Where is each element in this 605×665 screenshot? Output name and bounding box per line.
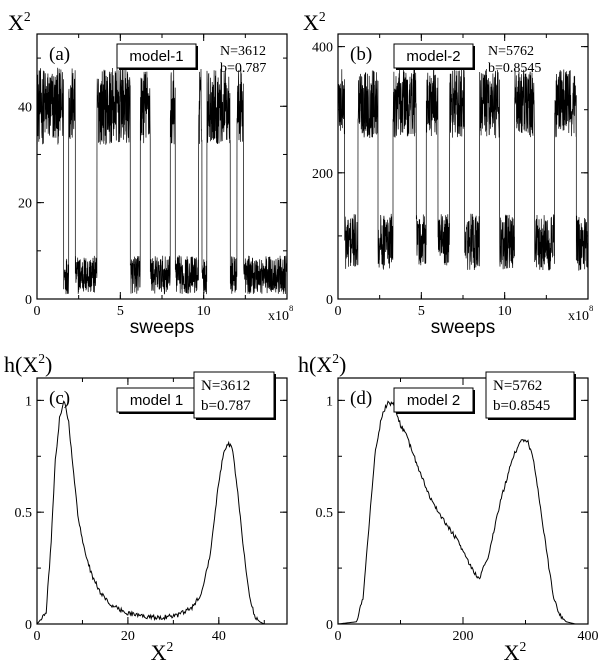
x-multiplier-b: x108	[568, 303, 593, 324]
y-tick-label: 200	[312, 167, 333, 182]
histogram-line	[337, 400, 588, 625]
panel-c: 0 20 40 0 0.5 1 (c) model 1 N=3612 b=0.787	[15, 371, 288, 644]
info-b: b=0.8545	[488, 61, 541, 76]
y-tick-label: 20	[18, 197, 32, 212]
model-box	[116, 43, 197, 69]
panel-d: 0 200 400 0 0.5 1 (d) model 2 N=5762 b=0.8545	[316, 371, 599, 644]
x-tick-label: 200	[453, 629, 474, 644]
info-n: N=3612	[220, 44, 266, 59]
info-b: b=0.787	[201, 398, 251, 414]
model-label: model 2	[407, 392, 460, 409]
info-b: b=0.787	[220, 61, 266, 76]
plot-frame	[36, 377, 288, 625]
x-tick-label: 40	[212, 629, 226, 644]
info-n: N=5762	[488, 44, 534, 59]
x-axis-label-d: X2	[504, 639, 527, 665]
y-tick-label: 0	[326, 618, 333, 633]
panel-a: 0 5 10 0 20 40 (a) model-1 N=3612 b=0.787	[18, 33, 288, 319]
x-axis-label-b: sweeps	[431, 317, 495, 338]
y-tick-label: 0.5	[15, 506, 33, 521]
model-label: model-1	[129, 48, 183, 65]
histogram-line	[36, 400, 287, 625]
x-tick-label: 10	[498, 304, 512, 319]
y-tick-label: 400	[312, 41, 333, 56]
y-axis-label-c: h(X2)	[4, 351, 52, 377]
y-tick-label: 0	[25, 618, 32, 633]
info-box	[485, 371, 575, 419]
panel-b: 0 5 10 0 200 400 (b) model-2 N=5762 b=0.8545	[312, 33, 589, 319]
y-tick-label: 1	[25, 394, 32, 409]
model-box	[393, 43, 474, 69]
info-b: b=0.8545	[493, 398, 550, 414]
time-series-line	[337, 68, 589, 271]
x-axis-label-c: X2	[151, 639, 174, 665]
x-tick-label: 10	[197, 304, 211, 319]
x-multiplier-a: x108	[268, 303, 293, 324]
y-tick-label: 0	[326, 293, 333, 308]
x-tick-label: 0	[34, 304, 41, 319]
y-axis-label-d: h(X2)	[298, 351, 346, 377]
y-axis-label-b: X2	[303, 9, 326, 35]
info-n: N=5762	[493, 378, 542, 394]
panel-label: (a)	[49, 44, 70, 65]
x-tick-label: 0	[335, 304, 342, 319]
x-tick-label: 5	[418, 304, 425, 319]
panel-label: (b)	[350, 44, 372, 65]
x-tick-label: 20	[121, 629, 135, 644]
y-tick-label: 0.5	[316, 506, 334, 521]
time-series-line	[36, 67, 288, 295]
panel-label: (d)	[350, 388, 372, 409]
y-axis-label-a: X2	[8, 9, 31, 35]
x-tick-label: 0	[34, 629, 41, 644]
x-tick-label: 5	[117, 304, 124, 319]
info-box	[193, 371, 275, 419]
panel-label: (c)	[49, 388, 70, 409]
y-tick-label: 0	[25, 293, 32, 308]
model-label: model 1	[130, 392, 183, 409]
info-n: N=3612	[201, 378, 250, 394]
model-label: model-2	[406, 48, 460, 65]
x-tick-label: 400	[578, 629, 599, 644]
x-axis-label-a: sweeps	[130, 317, 194, 338]
y-tick-label: 1	[326, 394, 333, 409]
y-tick-label: 40	[18, 100, 32, 115]
model-box	[393, 387, 474, 413]
model-box	[116, 387, 197, 413]
x-tick-label: 0	[335, 629, 342, 644]
